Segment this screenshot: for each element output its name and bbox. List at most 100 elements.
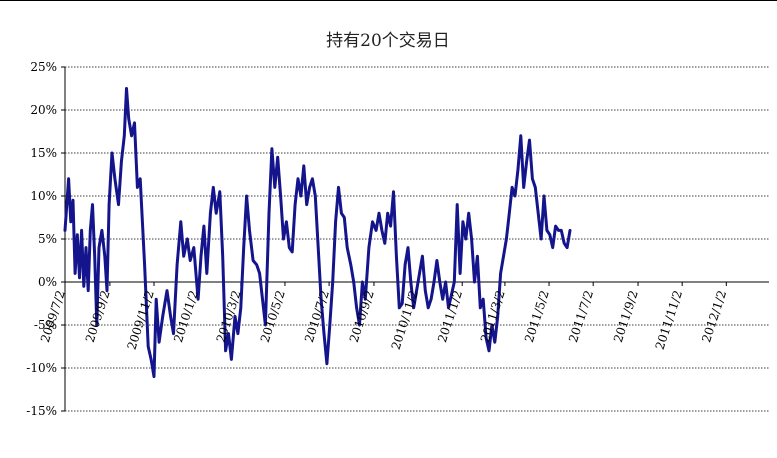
- data-point: [239, 306, 242, 309]
- data-point: [78, 276, 81, 279]
- data-point: [73, 272, 77, 275]
- data-point: [432, 280, 436, 284]
- data-point: [508, 212, 511, 215]
- data-point: [415, 289, 418, 292]
- data-point: [560, 229, 563, 232]
- x-tick-label: 2009/9/2: [83, 289, 113, 345]
- data-point: [496, 315, 499, 318]
- data-point: [123, 134, 126, 137]
- data-point: [482, 298, 485, 301]
- chart-title: 持有20个交易日: [326, 31, 450, 51]
- data-point: [95, 323, 99, 327]
- data-point: [374, 229, 378, 232]
- data-point: [161, 315, 164, 318]
- data-point: [224, 349, 227, 352]
- data-point: [169, 315, 172, 318]
- data-point: [302, 164, 305, 168]
- data-point: [105, 289, 109, 292]
- data-point: [63, 229, 67, 232]
- data-point: [510, 186, 514, 189]
- data-point: [519, 134, 522, 137]
- data-point: [212, 186, 215, 189]
- x-tick-label: 2010/9/2: [347, 289, 377, 345]
- axis-layer: -15% -10% -5% 0% 5% 10% 15% 20% 25%: [26, 60, 769, 418]
- data-point: [291, 250, 294, 254]
- data-point: [337, 186, 340, 189]
- data-point: [528, 138, 531, 142]
- data-point: [551, 246, 554, 249]
- data-point: [248, 229, 251, 232]
- data-point: [502, 255, 505, 258]
- data-point: [427, 306, 430, 309]
- data-point: [534, 186, 537, 189]
- data-point: [143, 263, 146, 266]
- y-tick-label: -10%: [26, 361, 57, 375]
- data-point: [91, 203, 94, 206]
- x-tick-label: 2011/9/2: [611, 289, 641, 345]
- data-point: [285, 220, 288, 223]
- y-tick-label: 15%: [30, 146, 57, 160]
- data-point: [516, 169, 520, 172]
- x-tick-label: 2011/3/2: [478, 289, 508, 345]
- data-point: [175, 263, 179, 266]
- data-point: [418, 272, 421, 275]
- data-point: [334, 220, 337, 223]
- data-point: [270, 147, 274, 150]
- data-point: [317, 246, 320, 249]
- data-point: [346, 246, 349, 249]
- data-point: [103, 255, 107, 258]
- data-point: [276, 156, 279, 159]
- data-point: [139, 177, 142, 180]
- y-tick-label: -15%: [26, 404, 57, 418]
- data-point: [227, 332, 230, 335]
- data-point: [398, 306, 401, 309]
- data-point: [319, 298, 323, 301]
- data-point: [447, 306, 450, 309]
- data-point: [409, 280, 412, 284]
- data-point: [199, 255, 203, 258]
- data-point: [264, 323, 267, 327]
- data-point: [401, 302, 404, 305]
- data-point: [288, 246, 291, 249]
- data-point: [117, 203, 120, 206]
- x-tick-label: 2009/11/2: [125, 289, 157, 352]
- data-point: [196, 298, 200, 301]
- data-point: [120, 160, 123, 163]
- data-point: [314, 194, 317, 198]
- data-point: [205, 272, 208, 275]
- data-point: [490, 323, 494, 327]
- data-point: [202, 224, 206, 228]
- data-point: [493, 341, 496, 344]
- x-tick-label: 2011/7/2: [566, 289, 596, 345]
- data-point: [548, 233, 551, 236]
- data-point: [267, 212, 271, 215]
- data-point: [453, 280, 456, 284]
- data-point: [155, 298, 158, 301]
- data-point: [467, 212, 470, 215]
- data-point: [542, 194, 546, 198]
- data-point: [487, 349, 491, 352]
- data-point: [308, 186, 311, 189]
- data-point: [325, 362, 329, 365]
- data-point: [89, 229, 92, 232]
- x-tick-label: 2010/7/2: [302, 289, 332, 345]
- data-point: [157, 341, 161, 344]
- y-tick-label: 25%: [30, 60, 57, 74]
- data-point: [87, 289, 90, 292]
- data-point: [438, 280, 441, 284]
- data-point: [450, 293, 453, 297]
- data-point: [361, 280, 364, 284]
- data-point: [380, 229, 384, 232]
- data-point: [522, 186, 525, 189]
- data-point: [100, 229, 104, 232]
- data-point: [499, 272, 502, 275]
- data-point: [245, 194, 248, 198]
- data-point: [147, 345, 150, 348]
- data-point: [110, 151, 114, 155]
- data-point: [371, 220, 374, 223]
- data-point: [386, 212, 389, 215]
- data-point: [133, 121, 136, 125]
- data-point: [554, 224, 557, 228]
